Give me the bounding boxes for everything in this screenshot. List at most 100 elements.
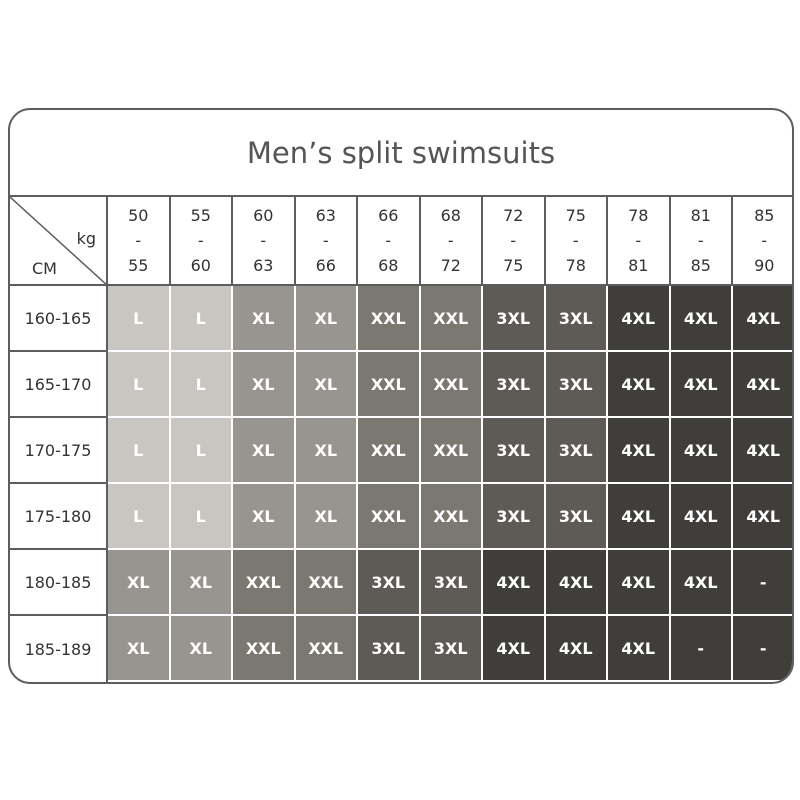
weight-to: 68 <box>378 256 399 275</box>
size-cell: XL <box>233 484 296 550</box>
size-cell: 4XL <box>733 286 792 352</box>
size-cell: 4XL <box>733 352 792 418</box>
size-cell: - <box>733 616 792 682</box>
weight-to: 81 <box>628 256 649 275</box>
weight-header-cell: 85 - 90 <box>733 197 792 286</box>
size-cell: XXL <box>233 616 296 682</box>
weight-to: 90 <box>754 256 775 275</box>
size-cell: 4XL <box>483 550 546 616</box>
size-cell: XL <box>170 616 233 682</box>
size-cell: L <box>170 484 233 550</box>
size-cell: 4XL <box>608 550 671 616</box>
size-cell: 4XL <box>733 484 792 550</box>
size-chart-card: Men’s split swimsuits kg CM 50-55 55-60 60… <box>8 108 794 684</box>
size-cell: 3XL <box>358 616 421 682</box>
size-cell: 3XL <box>358 550 421 616</box>
size-cell: XXL <box>420 352 483 418</box>
size-cell: 4XL <box>670 286 733 352</box>
size-cell: 4XL <box>608 352 671 418</box>
weight-to: 63 <box>253 256 274 275</box>
size-cell: XL <box>170 550 233 616</box>
size-cell: L <box>170 286 233 352</box>
weight-dash: - <box>447 231 454 250</box>
size-cell: XXL <box>420 418 483 484</box>
size-cell: 4XL <box>670 352 733 418</box>
height-header-cell: 170-175 <box>10 418 108 484</box>
weight-dash: - <box>385 231 392 250</box>
weight-header-cell: 75 - 78 <box>545 197 608 286</box>
size-cell: 4XL <box>608 484 671 550</box>
size-cell: 3XL <box>545 418 608 484</box>
size-cell: 3XL <box>545 352 608 418</box>
size-cell: - <box>670 616 733 682</box>
size-cell: 3XL <box>545 484 608 550</box>
size-cell: XL <box>295 352 358 418</box>
weight-header-cell: 68 - 72 <box>420 197 483 286</box>
weight-header-cell: 78 - 81 <box>608 197 671 286</box>
weight-from: 78 <box>628 206 649 225</box>
weight-to: 60 <box>190 256 211 275</box>
weight-dash: - <box>322 231 329 250</box>
height-header-cell: 165-170 <box>10 352 108 418</box>
size-cell: L <box>108 418 171 484</box>
size-cell: 4XL <box>670 484 733 550</box>
weight-from: 72 <box>503 206 524 225</box>
size-cell: 4XL <box>545 616 608 682</box>
size-cell: L <box>108 352 171 418</box>
diagonal-divider <box>10 197 108 286</box>
weight-dash: - <box>510 231 517 250</box>
weight-from: 75 <box>565 206 586 225</box>
size-cell: XL <box>295 484 358 550</box>
weight-to: 72 <box>440 256 461 275</box>
size-cell: 4XL <box>670 418 733 484</box>
weight-dash: - <box>197 231 204 250</box>
size-cell: XL <box>233 352 296 418</box>
weight-header-cell: 55 - 60 <box>170 197 233 286</box>
size-cell: XL <box>108 616 171 682</box>
size-cell: XXL <box>358 352 421 418</box>
size-cell: 3XL <box>483 484 546 550</box>
weight-header-cell: 63 - 66 <box>295 197 358 286</box>
weight-header-cell: 72 - 75 <box>483 197 546 286</box>
size-cell: L <box>170 352 233 418</box>
size-cell: XXL <box>420 286 483 352</box>
weight-dash: - <box>135 231 142 250</box>
size-cell: 3XL <box>545 286 608 352</box>
weight-dash: - <box>572 231 579 250</box>
size-cell: XL <box>295 418 358 484</box>
size-cell: 3XL <box>483 418 546 484</box>
size-cell: 4XL <box>670 550 733 616</box>
size-cell: XXL <box>295 616 358 682</box>
weight-header-cell: 60 - 63 <box>233 197 296 286</box>
size-cell: 4XL <box>545 550 608 616</box>
size-cell: XL <box>233 418 296 484</box>
weight-to: 55 <box>128 256 149 275</box>
chart-title: Men’s split swimsuits <box>10 110 792 197</box>
weight-header-cell: 66 - 68 <box>358 197 421 286</box>
size-cell: 4XL <box>483 616 546 682</box>
size-cell: XL <box>233 286 296 352</box>
size-cell: XXL <box>358 286 421 352</box>
weight-dash: - <box>761 231 768 250</box>
weight-header-cell: 50 - 55 <box>108 197 171 286</box>
weight-header-cell: 81 - 85 <box>670 197 733 286</box>
height-unit-label: CM <box>32 259 57 278</box>
size-cell: L <box>108 286 171 352</box>
height-header-cell: 185-189 <box>10 616 108 682</box>
weight-from: 66 <box>378 206 399 225</box>
size-cell: 4XL <box>733 418 792 484</box>
weight-from: 50 <box>128 206 149 225</box>
size-cell: 4XL <box>608 418 671 484</box>
size-cell: XXL <box>358 484 421 550</box>
size-cell: 4XL <box>608 286 671 352</box>
size-cell: 3XL <box>483 286 546 352</box>
height-header-cell: 175-180 <box>10 484 108 550</box>
size-cell: XL <box>295 286 358 352</box>
size-cell: XL <box>108 550 171 616</box>
weight-dash: - <box>635 231 642 250</box>
weight-from: 63 <box>315 206 336 225</box>
size-cell: - <box>733 550 792 616</box>
weight-dash: - <box>697 231 704 250</box>
size-cell: L <box>170 418 233 484</box>
size-cell: 3XL <box>420 616 483 682</box>
